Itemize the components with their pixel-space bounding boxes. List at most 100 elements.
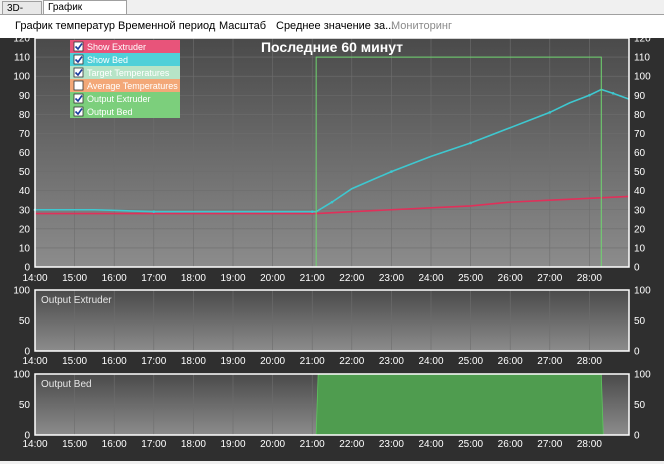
- y-tick-label-right: 50: [634, 400, 646, 411]
- y-tick-label-left: 30: [19, 205, 31, 216]
- x-tick-label: 20:00: [260, 273, 285, 284]
- menu-scale[interactable]: Масштаб: [219, 20, 267, 32]
- check-mark-icon: [74, 69, 83, 77]
- legend-checkbox[interactable]: [73, 41, 84, 52]
- plot-frame: [34, 37, 630, 268]
- y-tick-label-left: 20: [19, 224, 31, 235]
- legend-swatch: [70, 92, 180, 105]
- y-tick-label-left: 100: [13, 72, 30, 83]
- y-tick-label-right: 70: [634, 129, 646, 140]
- legend-item[interactable]: Output Bed: [70, 105, 180, 118]
- check-mark-icon: [74, 95, 83, 103]
- menu-average[interactable]: Среднее значение за...: [276, 20, 395, 32]
- y-tick-label-right: 30: [634, 205, 646, 216]
- x-tick-label: 16:00: [102, 439, 127, 450]
- panel-title: Output Extruder: [41, 295, 112, 306]
- y-tick-label-right: 50: [634, 316, 646, 327]
- y-tick-label-right: 0: [634, 263, 640, 274]
- legend-label: Target Temperatures: [87, 68, 170, 78]
- y-tick-label-right: 20: [634, 224, 646, 235]
- y-tick-label-left: 70: [19, 129, 31, 140]
- legend-item[interactable]: Show Extruder: [70, 40, 180, 53]
- y-tick-label-left: 10: [19, 243, 31, 254]
- x-tick-label: 24:00: [418, 356, 443, 367]
- legend-checkbox[interactable]: [73, 54, 84, 65]
- series-point: [152, 210, 156, 213]
- y-tick-label-left: 100: [13, 370, 30, 381]
- chart-legend: Show Extruder Show Bed Target Temperatures…: [70, 40, 180, 118]
- plot-frame: [34, 289, 630, 352]
- series-point: [390, 170, 393, 173]
- x-tick-label: 26:00: [498, 439, 523, 450]
- y-tick-label-left: 80: [19, 110, 31, 121]
- x-tick-label: 25:00: [458, 273, 483, 284]
- x-tick-label: 16:00: [102, 273, 127, 284]
- panel-title: Output Bed: [41, 379, 92, 390]
- x-tick-label: 28:00: [577, 439, 602, 450]
- x-tick-label: 25:00: [458, 439, 483, 450]
- chart-area: Последние 60 минут 0 0 10 10 20 20 30 30 40 40 50 50…: [0, 34, 664, 461]
- tab-temperature-chart[interactable]: График температур: [43, 0, 127, 26]
- menu-time-period[interactable]: Временной период: [118, 20, 216, 32]
- y-tick-label-right: 80: [634, 110, 646, 121]
- chart-title: Последние 60 минут: [261, 39, 403, 55]
- x-tick-label: 21:00: [300, 439, 325, 450]
- series-point: [548, 111, 552, 114]
- x-tick-label: 24:00: [418, 273, 443, 284]
- legend-item[interactable]: Target Temperatures: [70, 66, 180, 79]
- y-tick-label-left: 120: [13, 38, 30, 45]
- tab-3d-view[interactable]: 3D-Вид: [2, 1, 42, 27]
- y-tick-label-left: 110: [14, 53, 30, 64]
- legend-checkbox[interactable]: [73, 106, 84, 117]
- y-tick-label-left: 50: [19, 167, 31, 178]
- x-tick-label: 22:00: [339, 439, 364, 450]
- x-tick-label: 22:00: [339, 356, 364, 367]
- legend-item[interactable]: Average Temperatures: [70, 79, 180, 92]
- y-tick-label-right: 100: [634, 370, 651, 381]
- plot-frame: [34, 373, 630, 436]
- x-tick-label: 14:00: [22, 356, 47, 367]
- legend-item[interactable]: Show Bed: [70, 53, 180, 66]
- legend-swatch: [70, 79, 180, 92]
- x-tick-label: 27:00: [537, 273, 562, 284]
- x-tick-label: 25:00: [458, 356, 483, 367]
- x-tick-label: 27:00: [537, 439, 562, 450]
- y-tick-label-left: 50: [19, 400, 31, 411]
- x-tick-label: 17:00: [141, 439, 166, 450]
- y-tick-label-right: 90: [634, 91, 646, 102]
- legend-label: Output Extruder: [87, 94, 151, 104]
- legend-swatch: [70, 53, 180, 66]
- legend-label: Show Extruder: [87, 42, 146, 52]
- legend-checkbox[interactable]: [73, 80, 84, 91]
- y-tick-label-right: 50: [634, 167, 646, 178]
- y-tick-label-right: 10: [634, 243, 646, 254]
- x-tick-label: 16:00: [102, 356, 127, 367]
- x-tick-label: 23:00: [379, 439, 404, 450]
- y-tick-label-left: 0: [24, 263, 30, 274]
- y-tick-label-left: 0: [24, 347, 30, 358]
- legend-item[interactable]: Output Extruder: [70, 92, 180, 105]
- x-tick-label: 17:00: [141, 273, 166, 284]
- legend-checkbox[interactable]: [73, 67, 84, 78]
- check-mark-icon: [74, 56, 83, 64]
- x-tick-label: 19:00: [220, 273, 245, 284]
- menu-bar: График температур Временной период Масшт…: [0, 14, 664, 38]
- legend-checkbox[interactable]: [73, 93, 84, 104]
- series-point: [310, 210, 314, 213]
- series-point: [469, 141, 472, 145]
- x-tick-label: 18:00: [181, 273, 206, 284]
- x-tick-label: 27:00: [537, 356, 562, 367]
- x-tick-label: 26:00: [498, 356, 523, 367]
- y-tick-label-right: 0: [634, 347, 640, 358]
- x-tick-label: 23:00: [379, 273, 404, 284]
- x-tick-label: 24:00: [418, 439, 443, 450]
- series-line-2: [35, 88, 630, 213]
- menu-temperature-chart[interactable]: График температур: [15, 20, 115, 32]
- x-tick-label: 22:00: [339, 273, 364, 284]
- legend-swatch: [70, 66, 180, 79]
- y-tick-label-right: 110: [634, 53, 650, 64]
- y-tick-label-left: 40: [19, 186, 31, 197]
- series-point: [588, 93, 591, 97]
- x-tick-label: 21:00: [300, 356, 325, 367]
- x-tick-label: 18:00: [181, 356, 206, 367]
